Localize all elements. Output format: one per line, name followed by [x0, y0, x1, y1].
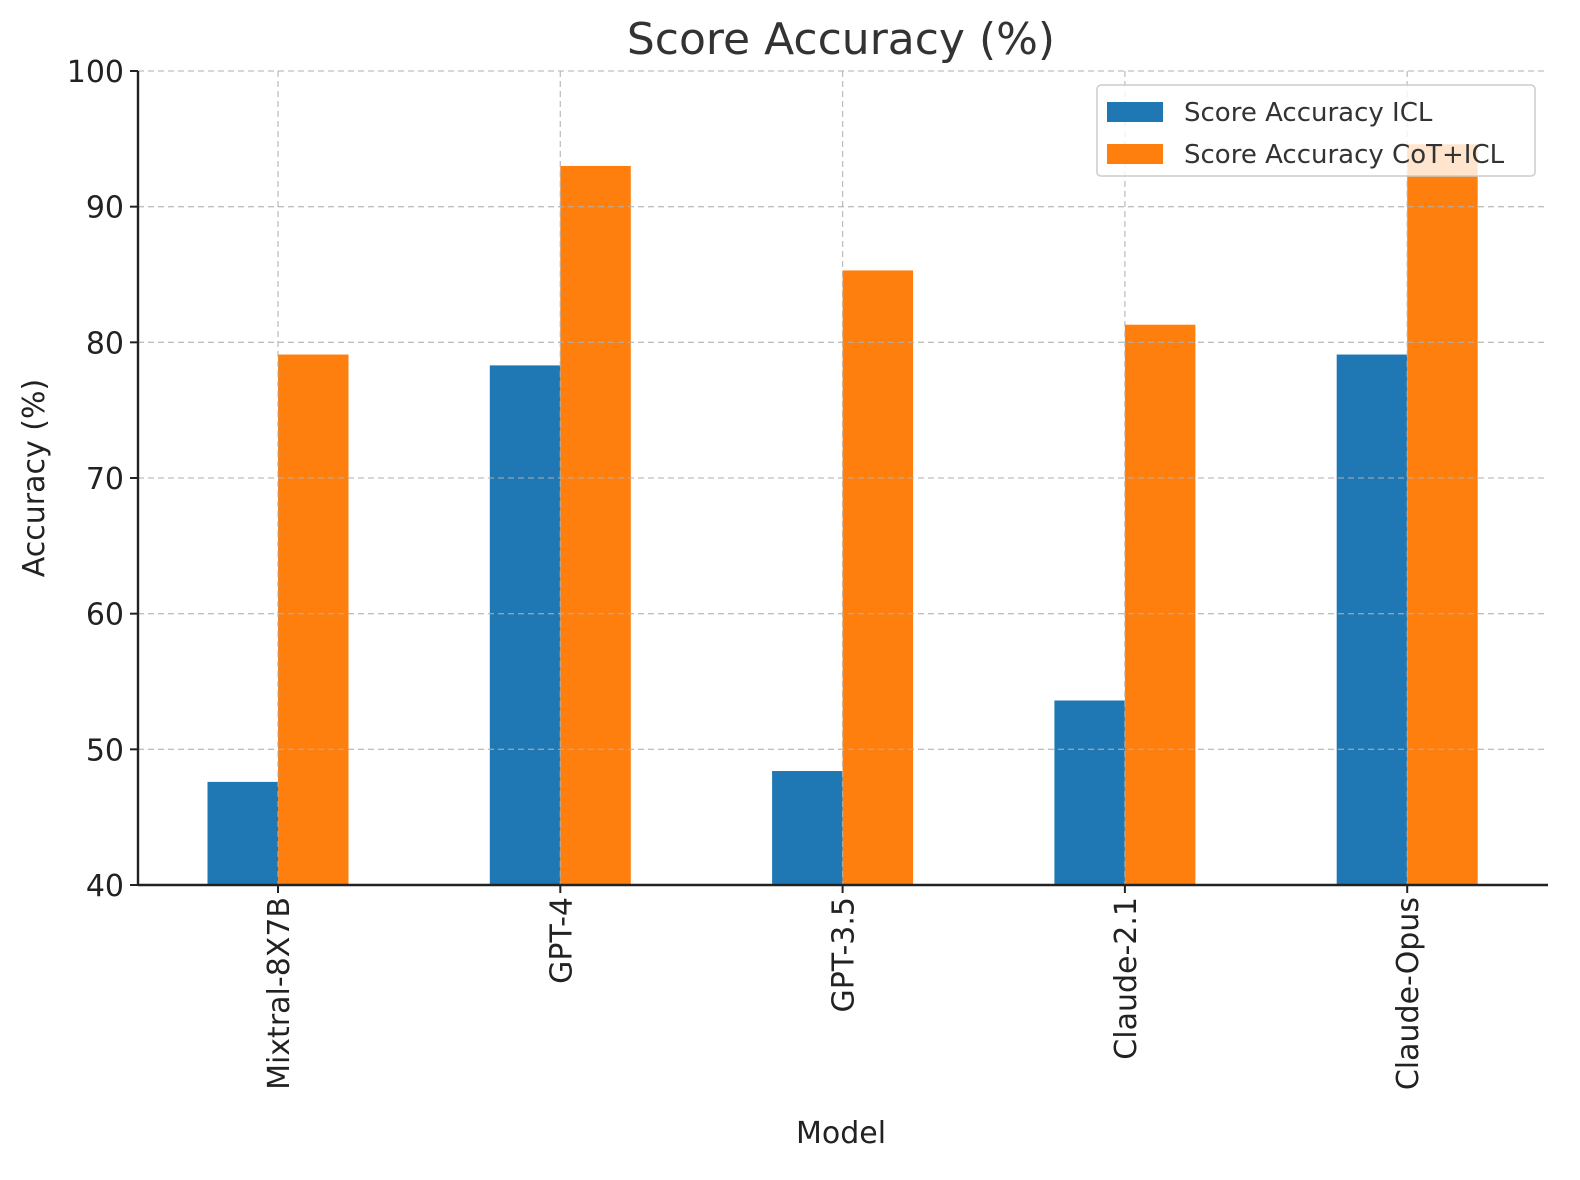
- y-tick-labels: 40 50 60 70 80 90 100: [67, 55, 124, 904]
- x-axis-label: Model: [796, 1116, 886, 1151]
- bar-cot-icl-gpt-4: [560, 165, 631, 885]
- x-tick-label: Claude-Opus: [1391, 897, 1426, 1090]
- x-tick-label: GPT-4: [544, 897, 579, 984]
- bar-icl-gpt-4: [489, 365, 561, 885]
- bars: [207, 144, 1478, 885]
- y-tick-label: 100: [67, 55, 124, 90]
- bar-icl-mixtral-8x7b: [207, 781, 278, 885]
- legend: Score Accuracy ICL Score Accuracy CoT+ICL: [1096, 84, 1536, 177]
- axes: [130, 70, 1548, 893]
- bar-icl-gpt-3-5: [772, 771, 843, 885]
- legend-swatch: [1107, 144, 1163, 164]
- legend-swatch: [1107, 102, 1163, 122]
- x-tick-labels: Mixtral-8X7B GPT-4 GPT-3.5 Claude-2.1 Claude…: [262, 897, 1426, 1090]
- bar-cot-icl-claude-opus: [1407, 144, 1478, 885]
- y-tick-label: 40: [86, 869, 124, 904]
- bar-cot-icl-claude-2-1: [1124, 324, 1196, 885]
- y-tick-label: 50: [86, 733, 124, 768]
- y-tick-label: 80: [86, 326, 124, 361]
- bar-icl-claude-opus: [1336, 354, 1408, 885]
- y-tick-label: 90: [86, 191, 124, 226]
- y-tick-label: 70: [86, 462, 124, 497]
- legend-label: Score Accuracy ICL: [1184, 98, 1433, 128]
- bar-cot-icl-gpt-3-5: [842, 270, 914, 885]
- bar-cot-icl-mixtral-8x7b: [278, 354, 349, 885]
- grid-lines: [138, 70, 1548, 886]
- x-tick-label: Claude-2.1: [1109, 897, 1144, 1060]
- legend-label: Score Accuracy CoT+ICL: [1184, 140, 1505, 170]
- y-axis-label: Accuracy (%): [17, 379, 52, 577]
- x-tick-label: GPT-3.5: [827, 897, 862, 1012]
- x-tick-label: Mixtral-8X7B: [262, 897, 297, 1090]
- y-tick-label: 60: [86, 598, 124, 633]
- chart-title: Score Accuracy (%): [627, 14, 1055, 65]
- bar-icl-claude-2-1: [1054, 700, 1125, 885]
- legend-box: [1096, 84, 1536, 177]
